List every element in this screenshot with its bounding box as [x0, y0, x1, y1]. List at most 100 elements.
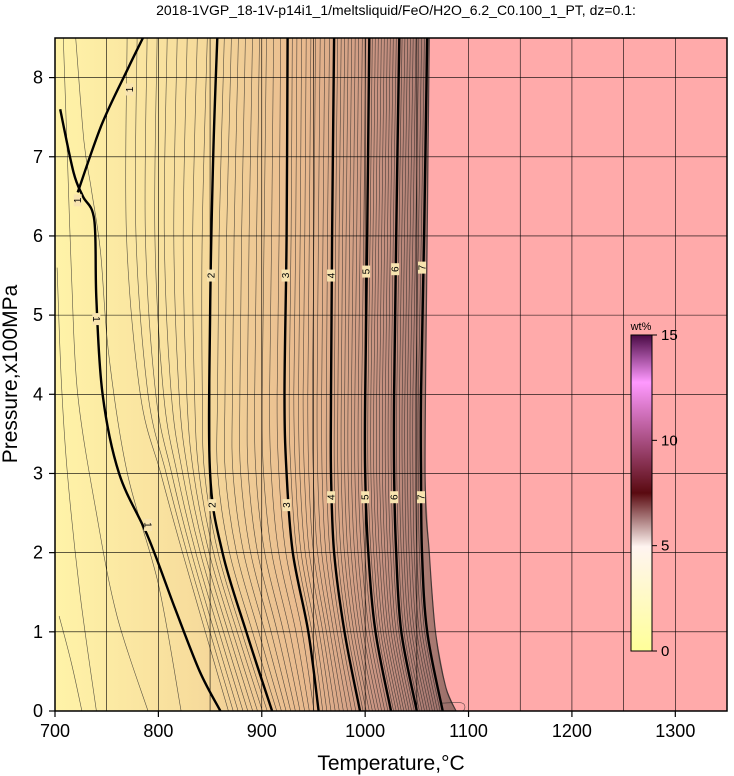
fine-contour	[125, 38, 229, 711]
contour-labels: 1 1 1 1 2 2 3 3 4 4 5 5 6 6 7 7	[73, 83, 429, 531]
x-tick-label: 900	[247, 721, 277, 741]
contour-label-2: 2	[207, 272, 218, 278]
y-axis-label: Pressure,x100MPa	[0, 284, 22, 463]
melt-field	[55, 38, 457, 711]
fine-contour	[370, 38, 397, 711]
fine-contour	[288, 38, 324, 711]
fine-contour	[254, 38, 301, 711]
melt-boundary	[424, 38, 457, 711]
contour-label-bg	[208, 499, 217, 512]
contour-label-1: 1	[73, 197, 84, 203]
colorbar: wt% 0 5 10 15	[630, 321, 678, 660]
contour-label-1: 1	[125, 86, 136, 92]
fine-contour	[344, 38, 373, 711]
colorbar-tick-label: 5	[661, 538, 669, 555]
fine-contour	[261, 38, 305, 711]
fine-contours	[56, 38, 466, 711]
y-tick-label: 6	[33, 226, 43, 246]
fine-contour	[302, 38, 336, 711]
fine-contour	[269, 38, 310, 711]
contour-label-4: 4	[327, 272, 338, 278]
fine-contour	[298, 38, 332, 711]
y-tick-label: 7	[33, 147, 43, 167]
colorbar-tick-label: 15	[661, 327, 678, 344]
chart-title: 2018-1VGP_18-1V-p14i1_1/meltsliquid/FeO/…	[156, 2, 636, 18]
y-tick-label: 0	[33, 701, 43, 721]
x-tick-label: 800	[143, 721, 173, 741]
fine-contour	[390, 38, 415, 711]
contour-label-bg	[282, 499, 291, 512]
contour-label-bg	[327, 491, 336, 504]
x-axis: 700 800 900 1000 1100 1200 1300	[40, 711, 695, 741]
contour-level-7	[419, 38, 444, 711]
contour-label-bg	[207, 269, 216, 282]
contour-level-5	[363, 38, 393, 711]
contour-label-1: 1	[90, 316, 101, 322]
contour-label-6: 6	[391, 266, 402, 272]
fine-contour	[357, 38, 386, 711]
fine-contour	[293, 38, 328, 711]
fine-contour	[337, 38, 367, 711]
colorbar-tick-label: 10	[661, 432, 678, 449]
fine-contour	[325, 38, 357, 711]
contour-label-bg	[362, 265, 371, 278]
fine-contour	[396, 38, 420, 711]
fine-contour	[163, 38, 249, 711]
fine-contour	[350, 38, 379, 711]
contour-label-bg	[144, 518, 153, 531]
contour-label-bg	[327, 269, 336, 282]
x-axis-label: Temperature,°C	[317, 752, 464, 775]
fine-contour	[409, 38, 433, 711]
fine-contour	[333, 38, 364, 711]
fine-contour	[154, 38, 244, 711]
fine-contour	[307, 38, 340, 711]
contour-label-bg	[361, 491, 370, 504]
fine-contour	[340, 38, 370, 711]
contour-label-bg	[125, 83, 134, 96]
contour-label-6: 6	[390, 494, 401, 500]
contour-label-3: 3	[282, 502, 293, 508]
colorbar-scale	[630, 334, 653, 652]
contour-label-bg	[416, 491, 425, 504]
fine-contour	[135, 38, 234, 711]
y-tick-label: 3	[33, 463, 43, 483]
contour-label-2: 2	[208, 502, 219, 508]
contour-label-bg	[418, 261, 427, 274]
fine-contour	[417, 38, 441, 711]
x-tick-label: 1200	[552, 721, 592, 741]
contour-label-1: 1	[142, 522, 153, 528]
contour-label-5: 5	[362, 268, 373, 274]
contour-label-bg	[92, 313, 101, 326]
fine-contour	[379, 38, 405, 711]
y-tick-label: 8	[33, 68, 43, 88]
fine-contour	[406, 38, 431, 711]
fine-contour	[384, 38, 410, 711]
fine-contour	[144, 38, 239, 711]
y-tick-label: 5	[33, 305, 43, 325]
contour-label-3: 3	[281, 272, 292, 278]
fine-contour	[316, 38, 348, 711]
contour-label-5: 5	[361, 494, 372, 500]
contour-label-7: 7	[418, 264, 429, 270]
fine-contour	[387, 38, 412, 711]
contour-level-1-branch	[76, 38, 144, 193]
contour-level-6	[392, 38, 418, 711]
fine-contour	[404, 38, 428, 711]
x-tick-label: 1000	[345, 721, 385, 741]
colorbar-ticks: 0 5 10 15	[652, 327, 678, 660]
plot-frame	[54, 37, 728, 712]
contour-label-bg	[390, 491, 399, 504]
fine-contour	[312, 38, 344, 711]
fine-contour	[321, 38, 352, 711]
contour-label-4: 4	[327, 494, 338, 500]
fine-contour	[276, 38, 315, 711]
fine-contour	[361, 38, 389, 711]
contour-label-7: 7	[416, 494, 427, 500]
contour-level-3	[283, 38, 320, 711]
contour-label-bg	[73, 194, 82, 207]
fine-contour	[367, 38, 394, 711]
fine-contour	[373, 38, 400, 711]
fine-contour	[415, 38, 438, 711]
colorbar-tick-label: 0	[661, 643, 669, 660]
